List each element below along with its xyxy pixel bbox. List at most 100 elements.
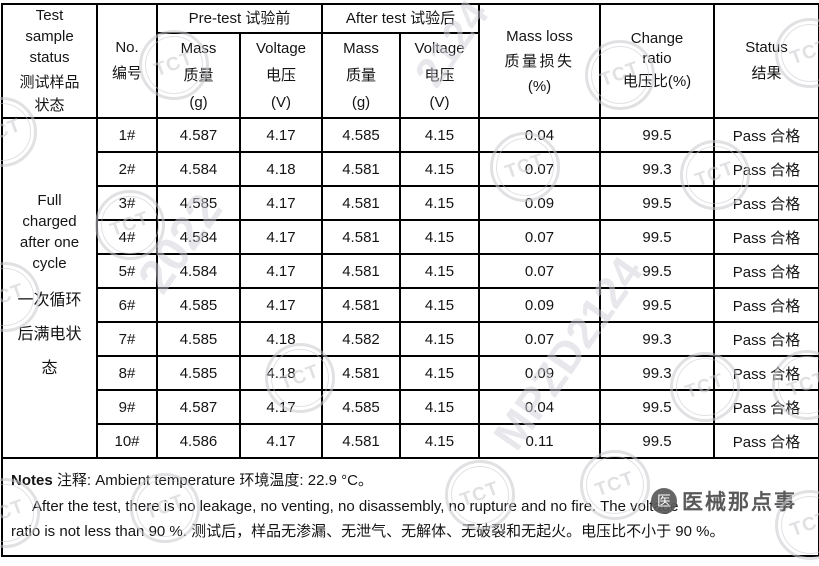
col-header-status-zh: 结果	[751, 65, 782, 82]
cell-mass-loss: 0.09	[478, 355, 602, 391]
cell-status: Pass 合格	[713, 423, 819, 459]
cell-no: 7#	[96, 321, 158, 357]
cell-pre-mass: 4.585	[156, 321, 241, 357]
cell-after-mass: 4.581	[321, 423, 401, 459]
notes-line-result-zh: ratio is not less than 90 %. 测试后，样品无渗漏、无…	[11, 523, 725, 540]
pre-mass-en: Mass	[180, 40, 217, 57]
cell-after-mass: 4.585	[321, 389, 401, 425]
cell-mass-loss: 0.07	[478, 253, 602, 289]
cell-after-voltage: 4.15	[398, 355, 481, 391]
cell-mass-loss: 0.07	[478, 321, 602, 357]
cell-pre-mass: 4.586	[156, 423, 241, 459]
col-header-no-en: No.	[115, 39, 139, 56]
cell-after-voltage: 4.15	[398, 185, 481, 221]
notes-line-result-en: After the test, there is no leakage, no …	[32, 497, 679, 515]
cell-mass-loss: 0.07	[478, 219, 602, 255]
sample-status-cell: Full charged after one cycle 一次循环后满电状态	[1, 117, 98, 459]
col-header-pretest-label: Pre-test 试验前	[188, 9, 291, 27]
cell-after-voltage: 4.15	[398, 321, 481, 357]
col-header-pretest: Pre-test 试验前	[156, 3, 323, 34]
col-header-mass-loss-zh: 质量损失	[504, 52, 575, 70]
col-header-change-ratio-en: Change ratio	[630, 29, 684, 67]
table-header: Test sample status 测试样品状态 No. 编号 Pre-tes…	[1, 3, 819, 119]
col-header-change-ratio-zh: 电压比(%)	[622, 72, 692, 90]
col-header-sample-status-zh: 测试样品状态	[19, 74, 80, 114]
cell-mass-loss: 0.04	[478, 389, 602, 425]
cell-pre-voltage: 4.17	[239, 117, 323, 153]
table-row: 8# 4.585 4.18 4.581 4.15 0.09 99.3 Pass 合格	[2, 355, 819, 391]
cell-change-ratio: 99.5	[599, 253, 716, 289]
cell-status: Pass 合格	[713, 151, 819, 187]
cell-change-ratio: 99.5	[599, 185, 716, 221]
col-header-after-mass: Mass 质量 (g)	[321, 32, 401, 119]
cell-pre-mass: 4.585	[156, 185, 241, 221]
cell-pre-mass: 4.587	[156, 389, 241, 425]
cell-mass-loss: 0.07	[478, 151, 602, 187]
table-row: 3# 4.585 4.17 4.581 4.15 0.09 99.5 Pass 合格	[2, 185, 819, 221]
cell-pre-voltage: 4.17	[239, 423, 323, 459]
cell-pre-voltage: 4.17	[239, 389, 323, 425]
cell-after-mass: 4.581	[321, 151, 401, 187]
pre-voltage-zh: 电压	[265, 67, 296, 84]
cell-pre-mass: 4.584	[156, 151, 241, 187]
pre-mass-zh: 质量	[183, 67, 214, 84]
cell-after-mass: 4.581	[321, 185, 401, 221]
notes-line-ambient: Notes 注释: Ambient temperature 环境温度: 22.9…	[11, 468, 812, 494]
cell-status: Pass 合格	[713, 219, 819, 255]
cell-status: Pass 合格	[713, 321, 819, 357]
sample-status-zh: 一次循环后满电状态	[17, 292, 82, 377]
cell-change-ratio: 99.5	[599, 117, 716, 153]
after-voltage-unit: (V)	[429, 94, 450, 111]
pre-mass-unit: (g)	[189, 94, 208, 111]
notes-cell: Notes 注释: Ambient temperature 环境温度: 22.9…	[0, 457, 819, 557]
cell-pre-voltage: 4.17	[239, 219, 323, 255]
cell-after-voltage: 4.15	[398, 151, 481, 187]
table-row: Full charged after one cycle 一次循环后满电状态 1# 4…	[1, 117, 819, 459]
col-header-sample-status-en: Test sample status	[25, 7, 74, 66]
cell-no: 5#	[96, 253, 158, 289]
cell-no: 2#	[96, 151, 158, 187]
col-header-no-zh: 编号	[111, 65, 142, 82]
cell-pre-voltage: 4.17	[239, 253, 323, 289]
cell-no: 4#	[96, 219, 158, 255]
cell-no: 9#	[96, 389, 158, 425]
cell-change-ratio: 99.3	[599, 321, 716, 357]
cell-status: Pass 合格	[713, 355, 819, 391]
cell-change-ratio: 99.3	[599, 151, 716, 187]
after-mass-en: Mass	[343, 40, 379, 57]
battery-test-results-table: Test sample status 测试样品状态 No. 编号 Pre-tes…	[0, 3, 819, 557]
cell-after-voltage: 4.15	[398, 389, 481, 425]
after-voltage-en: Voltage	[414, 40, 465, 57]
cell-no: 10#	[96, 423, 158, 459]
cell-status: Pass 合格	[713, 117, 819, 153]
table-row: 5# 4.584 4.17 4.581 4.15 0.07 99.5 Pass 合格	[2, 253, 819, 289]
cell-after-mass: 4.581	[321, 287, 401, 323]
cell-change-ratio: 99.5	[599, 389, 716, 425]
col-header-after-voltage: Voltage 电压 (V)	[398, 32, 481, 119]
col-header-aftertest: After test 试验后	[320, 3, 481, 34]
col-header-sample-status: Test sample status 测试样品状态	[1, 3, 98, 119]
notes-label: Notes	[11, 472, 53, 489]
cell-change-ratio: 99.5	[599, 423, 716, 459]
cell-mass-loss: 0.04	[478, 117, 602, 153]
cell-no: 8#	[96, 355, 158, 391]
table-row: 2# 4.584 4.18 4.581 4.15 0.07 99.3 Pass 合格	[2, 151, 819, 187]
table-row: 9# 4.587 4.17 4.585 4.15 0.04 99.5 Pass 合格	[2, 389, 819, 425]
cell-after-voltage: 4.15	[398, 117, 481, 153]
cell-after-mass: 4.581	[321, 219, 401, 255]
col-header-aftertest-label: After test 试验后	[345, 9, 456, 27]
sample-status-en: Full charged after one cycle	[19, 192, 80, 272]
table-row: 4# 4.584 4.17 4.581 4.15 0.07 99.5 Pass 合格	[2, 219, 819, 255]
notes-row: Notes 注释: Ambient temperature 环境温度: 22.9…	[0, 457, 819, 557]
cell-pre-mass: 4.585	[156, 287, 241, 323]
cell-after-mass: 4.585	[321, 117, 401, 153]
col-header-no: No. 编号	[96, 3, 158, 119]
table-row: 10# 4.586 4.17 4.581 4.15 0.11 99.5 Pass 合格	[2, 423, 819, 459]
header-group-row: Test sample status 测试样品状态 No. 编号 Pre-tes…	[1, 3, 819, 119]
cell-after-mass: 4.581	[321, 355, 401, 391]
cell-mass-loss: 0.11	[478, 423, 602, 459]
table-row: 6# 4.585 4.17 4.581 4.15 0.09 99.5 Pass 合格	[2, 287, 819, 323]
col-header-mass-loss-en: Mass loss	[506, 27, 573, 45]
cell-status: Pass 合格	[713, 185, 819, 221]
after-mass-unit: (g)	[351, 94, 371, 111]
